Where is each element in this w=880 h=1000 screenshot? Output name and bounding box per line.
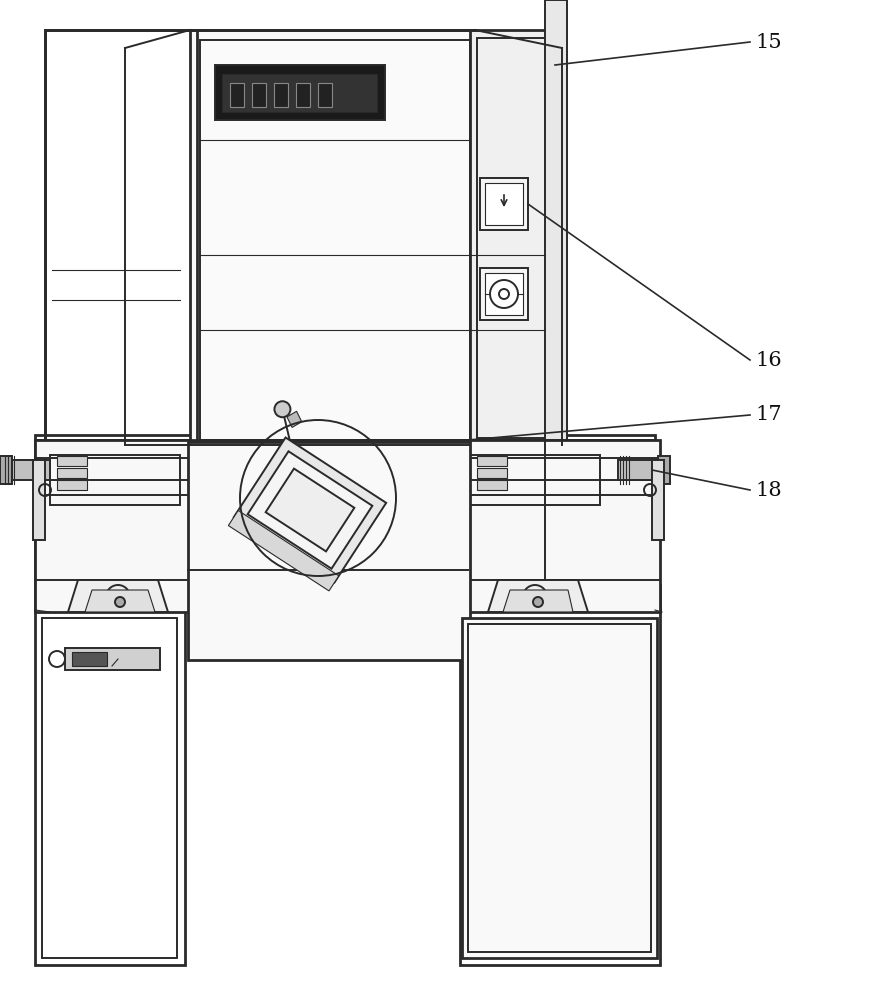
Bar (35, 610, 185, 965)
Bar (65, 648, 160, 670)
Bar (652, 460, 664, 540)
Bar (45, 30, 197, 450)
Bar (477, 468, 507, 478)
Bar (33, 460, 45, 540)
Bar (57, 480, 87, 490)
Bar (188, 442, 470, 660)
Polygon shape (503, 590, 573, 612)
Polygon shape (229, 510, 339, 591)
Bar (477, 456, 507, 466)
Bar (45, 30, 205, 450)
Circle shape (115, 597, 125, 607)
Bar (200, 40, 470, 440)
Bar (470, 30, 560, 445)
Bar (618, 460, 666, 480)
Bar (215, 65, 385, 120)
Bar (57, 468, 87, 478)
Text: 15: 15 (755, 32, 781, 51)
Polygon shape (287, 411, 302, 427)
Circle shape (275, 401, 290, 417)
Bar (658, 456, 670, 484)
Bar (274, 83, 288, 107)
Bar (462, 618, 657, 958)
Bar (477, 480, 507, 490)
Bar (230, 83, 244, 107)
Bar (480, 178, 528, 230)
Bar (252, 83, 266, 107)
Bar (545, 0, 567, 445)
Bar (72, 652, 107, 666)
Bar (42, 618, 177, 958)
Polygon shape (247, 451, 372, 569)
Bar (57, 456, 87, 466)
Bar (222, 74, 377, 112)
Bar (35, 435, 655, 610)
Circle shape (533, 597, 543, 607)
Bar (296, 83, 310, 107)
Bar (2, 460, 50, 480)
Bar (477, 38, 553, 438)
Bar (485, 183, 523, 225)
Bar (50, 455, 180, 505)
Polygon shape (85, 590, 155, 612)
Bar (35, 440, 660, 612)
Bar (485, 273, 523, 315)
Polygon shape (234, 437, 386, 583)
Bar (470, 455, 600, 505)
Text: 16: 16 (755, 351, 781, 369)
Bar (318, 83, 332, 107)
Polygon shape (266, 469, 355, 551)
Bar (468, 624, 651, 952)
Bar (460, 585, 660, 965)
Bar (548, 442, 564, 452)
Text: 18: 18 (755, 481, 781, 499)
Polygon shape (488, 580, 588, 612)
Bar (190, 30, 475, 445)
Bar (480, 268, 528, 320)
Bar (0, 456, 12, 484)
Text: 17: 17 (755, 406, 781, 424)
Polygon shape (68, 580, 168, 612)
